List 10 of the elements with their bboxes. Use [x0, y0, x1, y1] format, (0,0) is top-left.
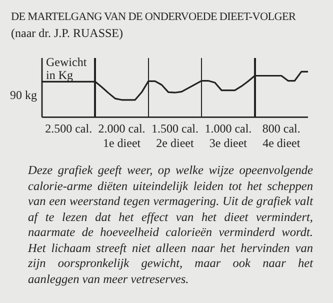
x-tick-label: 1.000 cal. 3e dieet	[204, 122, 252, 150]
text: 90 kg	[10, 88, 37, 103]
x-tick-label: 1.500 cal. 2e dieet	[152, 122, 198, 150]
chart-title: DE MARTELGANG VAN DE ONDERVOEDE DIEET-VOLGER	[11, 11, 296, 23]
x-tick-label: 2.000 cal. 1e dieet	[98, 122, 146, 150]
chart-subtitle: (naar dr. J.P. RUASSE)	[11, 26, 124, 41]
x-tick-label: 800 cal. 4e dieet	[262, 122, 301, 150]
x-tick-label: 2.500 cal.	[45, 122, 92, 136]
y-axis-title: Gewicht in Kg	[46, 55, 88, 82]
text: Deze grafiek geeft weer, op welke wijze opeenvolgende calorie-arme diëten uiteindelijk leiden tot het scheppen van een weerstand tegen vermagering. Uit de grafiek valt af te lezen dat het effect van het dieet vermindert, naarmate de hoeveelheid calorieën verminderd wordt. Het lichaam streeft niet alleen naar het hervinden van zijn oorspronkelijk gewicht, maar ook naar het aanleggen van meer vetreserves.	[28, 163, 313, 287]
